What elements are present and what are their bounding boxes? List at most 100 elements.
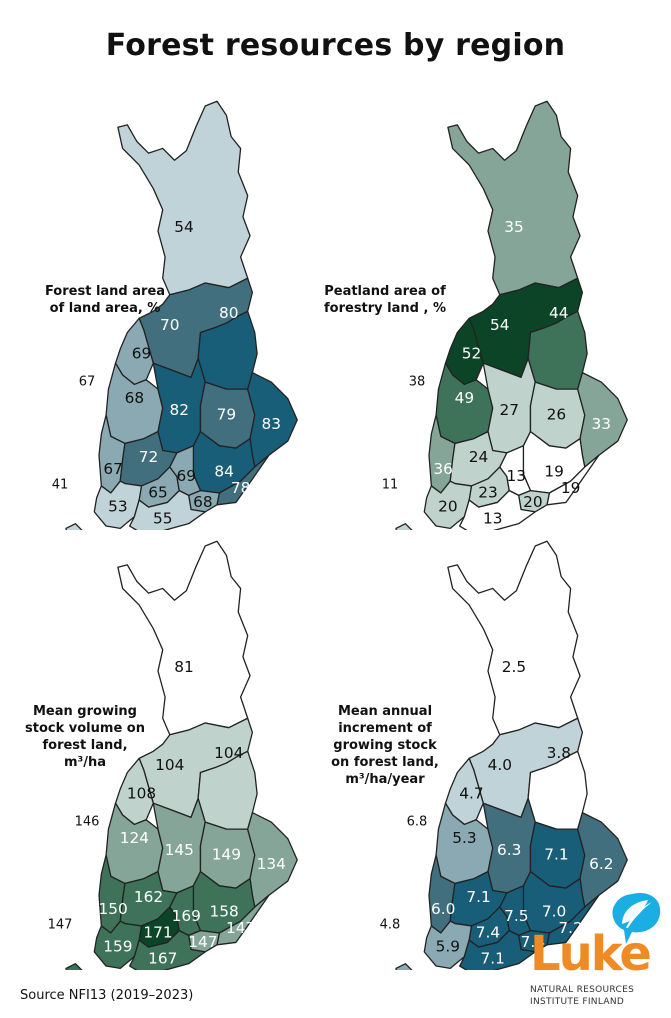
region-value-ostrobothnia: 124 (120, 829, 149, 847)
outside-value-aland: 41 (52, 478, 69, 493)
region-south-karelia (216, 454, 270, 506)
map-panel-forest-land: 54 70 80 69 68 82 79 83 67 72 84 78 65 69 68 53 55 67 41 Fo… (0, 90, 330, 530)
region-value-pirkanmaa: 162 (134, 888, 163, 906)
region-value-pirkanmaa: 72 (139, 448, 159, 466)
panel-label-annual-increment: Mean annual increment of growing stock on f… (320, 703, 450, 788)
region-value-kainuu: 44 (549, 304, 569, 322)
region-value-south-ostrobothnia-west: 36 (433, 460, 453, 478)
panel-label-line: Peatland area of (324, 284, 446, 299)
region-value-satakunta-tavastia: 65 (148, 484, 168, 502)
region-value-uusimaa: 7.1 (481, 949, 505, 967)
region-value-south-ostrobothnia-west: 67 (103, 460, 123, 478)
region-north-karelia (577, 371, 628, 468)
region-value-paijat-hame: 169 (172, 907, 201, 925)
region-value-north-karelia: 134 (257, 855, 286, 873)
region-value-ostrobothnia: 68 (125, 389, 145, 407)
region-lapland (447, 100, 581, 296)
outside-value-aland: 4.8 (380, 918, 401, 933)
region-value-paijat-hame: 13 (507, 467, 527, 485)
region-aland (65, 963, 83, 970)
region-value-central-finland: 82 (169, 401, 189, 419)
logo-wordmark: Luke (530, 926, 652, 982)
region-value-ostrobothnia: 49 (455, 389, 475, 407)
region-uusimaa (459, 489, 536, 530)
region-aland (395, 523, 413, 530)
region-value-south-karelia: 7.2 (558, 919, 582, 937)
region-value-uusimaa: 55 (153, 509, 173, 527)
region-value-lapland: 81 (174, 658, 194, 676)
region-value-kymenlaakso: 147 (188, 933, 217, 951)
panel-label-line: m³/ha/year (345, 772, 425, 787)
region-value-southwest: 5.9 (436, 938, 460, 956)
source-note: Source NFI13 (2019–2023) (20, 988, 194, 1003)
region-north-karelia (247, 811, 298, 908)
region-value-central-finland: 6.3 (497, 841, 521, 859)
region-south-karelia (216, 894, 270, 946)
finland-choropleth-map: 2.54.03.84.75.36.3 7.16.26.07.17.07.27.47… (380, 540, 628, 970)
region-lapland (117, 540, 251, 736)
map-panel-peatland: 35 54 44 52 49 27 26 33 36 24 19 19 23 13 20 20 13 38 11 Pe… (324, 90, 660, 530)
region-value-central-ostrobothnia: 4.7 (459, 784, 483, 802)
region-aland (65, 523, 83, 530)
region-value-north-savo: 79 (217, 406, 237, 424)
map-panel-growing-stock: 81 104 104 108 124 145 149 134 150 162 158 147 171 16… (0, 530, 330, 970)
region-value-kymenlaakso: 20 (523, 493, 543, 511)
logo-subtitle-line2: INSTITUTE FINLAND (530, 997, 625, 1007)
map-panel-annual-increment: 2.5 4.0 3.8 4.7 5.3 6.3 7.1 6.2 6.0 7.1 7.0 7.2 7.4 7… (330, 530, 660, 970)
region-value-kymenlaakso: 7.4 (521, 933, 545, 951)
region-value-kainuu: 104 (214, 744, 243, 762)
region-value-central-finland: 145 (165, 841, 194, 859)
outside-value-aland: 147 (48, 918, 73, 933)
region-lapland (447, 540, 581, 736)
region-value-south-savo: 7.0 (542, 902, 566, 920)
region-value-satakunta-tavastia: 7.4 (476, 924, 500, 942)
region-value-lapland: 54 (174, 218, 194, 236)
region-value-south-ostrobothnia-west: 6.0 (431, 900, 455, 918)
region-value-pirkanmaa: 7.1 (466, 888, 490, 906)
region-south-karelia (546, 454, 600, 506)
region-value-north-savo: 26 (547, 406, 567, 424)
region-value-north-ostrobothnia: 70 (160, 316, 180, 334)
panel-label-line: of land area, % (49, 301, 161, 316)
region-value-lapland: 35 (504, 218, 524, 236)
region-south-karelia (546, 894, 600, 946)
region-uusimaa (129, 929, 206, 970)
region-value-north-ostrobothnia: 54 (490, 316, 510, 334)
panel-label-line: increment of (338, 721, 432, 736)
region-value-south-savo: 158 (209, 902, 238, 920)
panel-label-line: growing stock (333, 738, 437, 753)
region-value-ostrobothnia: 5.3 (452, 829, 476, 847)
region-value-north-karelia: 6.2 (589, 855, 613, 873)
region-north-karelia (247, 371, 298, 468)
panel-label-forest-land: Forest land area of land area, % (40, 283, 170, 317)
outside-value-coastal-ostrobothnia: 6.8 (407, 815, 428, 830)
outside-value-coastal-ostrobothnia: 67 (79, 375, 96, 390)
region-value-kainuu: 80 (219, 304, 239, 322)
region-value-satakunta-tavastia: 23 (478, 484, 498, 502)
region-lapland (117, 100, 251, 296)
region-value-southwest: 20 (438, 498, 458, 516)
region-value-south-savo: 19 (544, 462, 564, 480)
region-aland (395, 963, 413, 970)
region-value-uusimaa: 13 (483, 509, 503, 527)
panel-label-line: m³/ha (63, 755, 106, 770)
region-value-south-karelia: 147 (226, 919, 255, 937)
panel-label-peatland: Peatland area of forestry land , % (320, 283, 450, 317)
region-value-north-karelia: 33 (592, 415, 612, 433)
region-uusimaa (129, 489, 206, 530)
region-value-kymenlaakso: 68 (193, 493, 213, 511)
region-value-south-savo: 84 (214, 462, 234, 480)
region-value-uusimaa: 167 (148, 949, 177, 967)
region-value-central-ostrobothnia: 108 (127, 784, 156, 802)
panel-label-line: forestry land , % (324, 301, 446, 316)
region-value-pirkanmaa: 24 (469, 448, 489, 466)
region-value-south-karelia: 19 (561, 479, 581, 497)
region-value-north-ostrobothnia: 4.0 (488, 756, 512, 774)
region-value-central-ostrobothnia: 69 (132, 344, 152, 362)
region-value-kainuu: 3.8 (547, 744, 571, 762)
outside-value-coastal-ostrobothnia: 146 (75, 815, 100, 830)
region-value-paijat-hame: 7.5 (504, 907, 528, 925)
region-value-central-finland: 27 (499, 401, 519, 419)
